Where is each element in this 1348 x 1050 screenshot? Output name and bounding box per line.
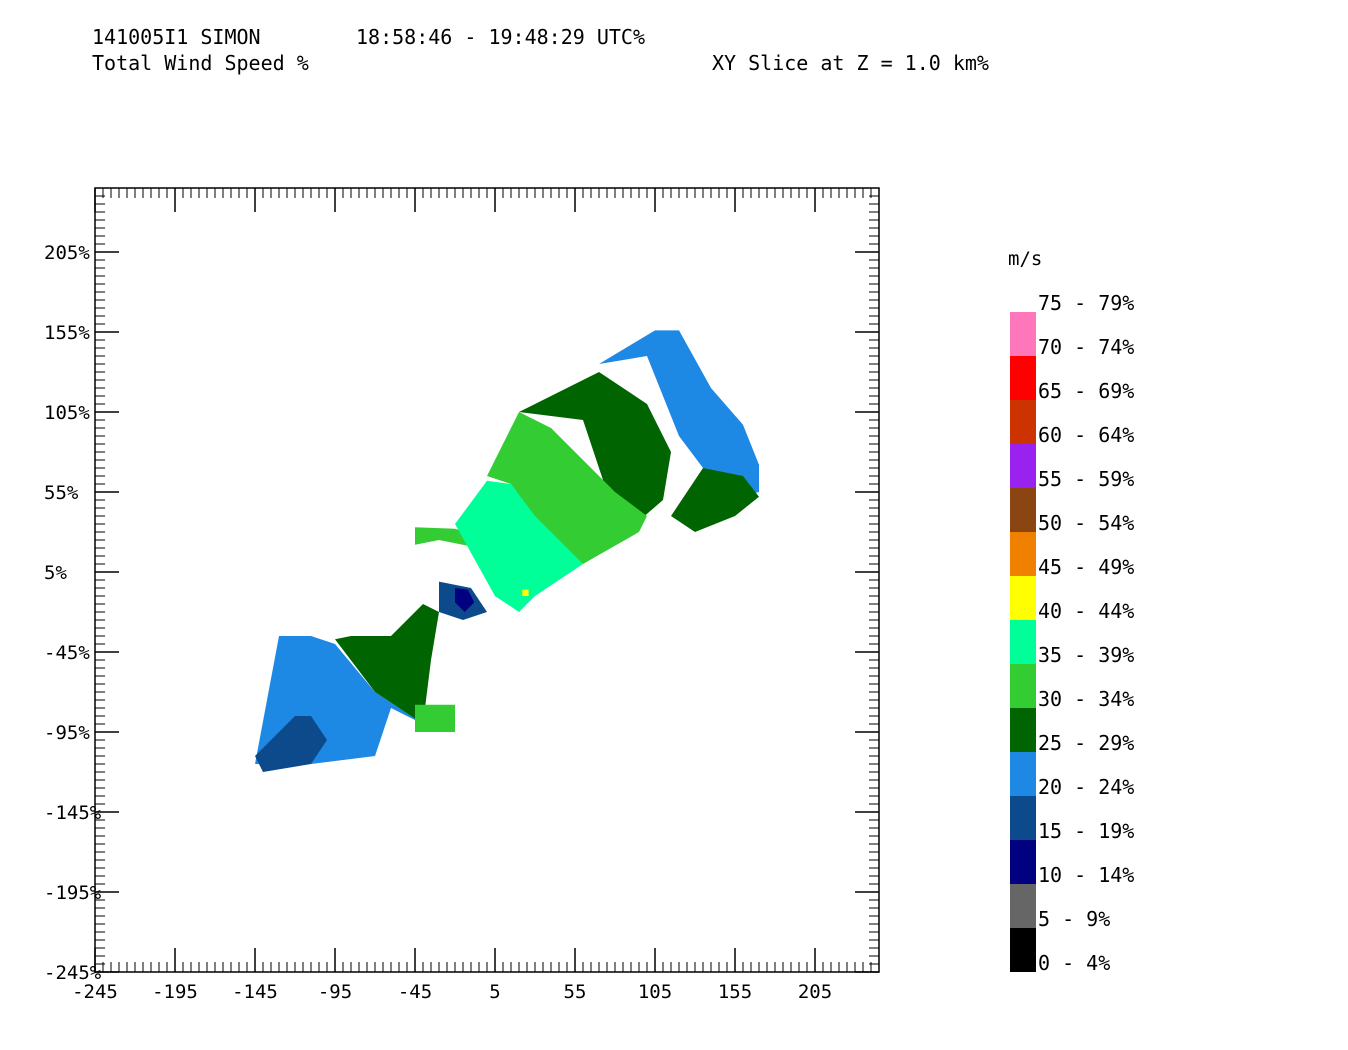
wind-region-15-19-10 — [255, 716, 327, 772]
legend-swatch — [1010, 928, 1036, 972]
x-tick-label: -95 — [318, 981, 352, 1003]
minor-ticks — [94, 187, 880, 973]
x-tick-label: 155 — [718, 981, 752, 1003]
legend-label: 20 - 24% — [1038, 775, 1134, 799]
legend-swatch — [1010, 708, 1036, 752]
x-tick-label: -245 — [72, 981, 118, 1003]
legend-swatch — [1010, 840, 1036, 884]
y-tick-label: 205% — [44, 242, 90, 264]
wind-region-25-29-4 — [335, 604, 439, 724]
y-tick-label: -195% — [44, 882, 102, 904]
wind-field — [255, 330, 759, 772]
legend-swatch — [1010, 312, 1036, 356]
legend-label: 55 - 59% — [1038, 467, 1134, 491]
wind-region-35-39-8 — [455, 480, 583, 612]
legend-label: 10 - 14% — [1038, 863, 1134, 887]
wind-region-20-24-0 — [599, 330, 759, 500]
x-tick-label: -45 — [398, 981, 432, 1003]
legend-swatch — [1010, 620, 1036, 664]
y-tick-label: -95% — [44, 722, 90, 744]
x-tick-label: 5 — [489, 981, 500, 1003]
legend-label: 25 - 29% — [1038, 731, 1134, 755]
y-tick-labels: 205% 155% 105% 55% 5% -45% -95% -145% -195% -245% — [44, 242, 102, 984]
storm-id: 141005I1 SIMON — [92, 25, 261, 49]
slice-label: XY Slice at Z = 1.0 km% — [712, 51, 989, 75]
wind-region-30-34-6 — [415, 704, 455, 732]
legend-label: 75 - 79% — [1038, 291, 1134, 315]
wind-region-30-34-5 — [487, 412, 647, 564]
legend-label: 65 - 69% — [1038, 379, 1134, 403]
legend-label: 30 - 34% — [1038, 687, 1134, 711]
legend-swatch — [1010, 576, 1036, 620]
legend-swatch — [1010, 400, 1036, 444]
legend-label: 5 - 9% — [1038, 907, 1110, 931]
legend-label: 45 - 49% — [1038, 555, 1134, 579]
x-tick-label: -195 — [152, 981, 198, 1003]
legend-swatch — [1010, 664, 1036, 708]
y-tick-label: 5% — [44, 562, 67, 584]
y-tick-label: -45% — [44, 642, 90, 664]
x-tick-label: 205 — [798, 981, 832, 1003]
x-tick-label: 55 — [564, 981, 587, 1003]
legend-swatch — [1010, 488, 1036, 532]
legend-label: 60 - 64% — [1038, 423, 1134, 447]
wind-region-25-29-2 — [519, 372, 671, 521]
x-tick-label: 105 — [638, 981, 672, 1003]
wind-region-40-44-9 — [522, 589, 529, 596]
legend-swatch — [1010, 444, 1036, 488]
legend-swatch — [1010, 532, 1036, 576]
y-tick-label: -145% — [44, 802, 102, 824]
legend-swatch — [1010, 356, 1036, 400]
y-tick-label: 155% — [44, 322, 90, 344]
y-tick-label: 105% — [44, 402, 90, 424]
legend-label: 50 - 54% — [1038, 511, 1134, 535]
legend-label: 35 - 39% — [1038, 643, 1134, 667]
legend-label: 15 - 19% — [1038, 819, 1134, 843]
legend-swatch — [1010, 796, 1036, 840]
x-tick-labels: -245 -195 -145 -95 -45 5 55 105 155 205 — [72, 981, 832, 1003]
major-ticks — [94, 188, 879, 973]
legend-label: 40 - 44% — [1038, 599, 1134, 623]
legend-swatch — [1010, 752, 1036, 796]
legend-label: 70 - 74% — [1038, 335, 1134, 359]
wind-region-10-14-12 — [455, 588, 475, 612]
time-range: 18:58:46 - 19:48:29 UTC% — [356, 25, 645, 49]
legend-label: 0 - 4% — [1038, 951, 1110, 975]
x-tick-label: -145 — [232, 981, 278, 1003]
wind-region-25-29-3 — [671, 468, 759, 532]
field-title: Total Wind Speed % — [92, 51, 309, 75]
y-tick-label: -245% — [44, 962, 102, 984]
y-tick-label: 55% — [44, 482, 79, 504]
legend-swatch — [1010, 884, 1036, 928]
legend-unit: m/s — [1008, 248, 1043, 270]
